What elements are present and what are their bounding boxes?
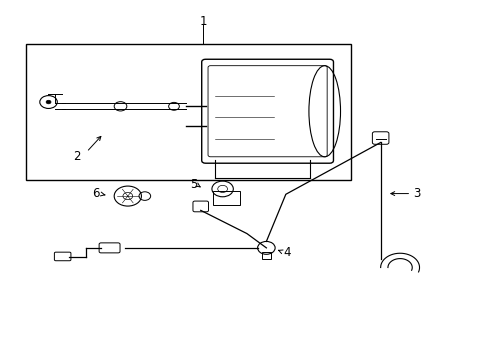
Circle shape — [46, 100, 51, 104]
Bar — [26, 44, 351, 180]
Text: 2: 2 — [73, 150, 81, 163]
Text: 6: 6 — [92, 187, 100, 200]
Bar — [261, 252, 271, 258]
Text: 3: 3 — [412, 187, 420, 200]
Text: 5: 5 — [189, 178, 197, 191]
Bar — [212, 191, 239, 205]
Text: 1: 1 — [199, 14, 206, 27]
Text: 4: 4 — [283, 246, 290, 259]
